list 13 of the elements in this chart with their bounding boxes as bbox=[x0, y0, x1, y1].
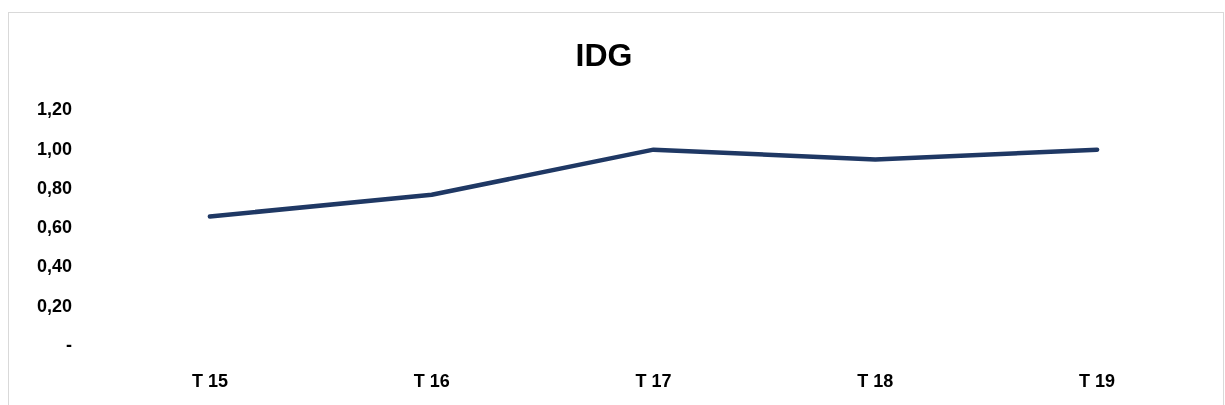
y-tick-label: 1,20 bbox=[36, 99, 72, 120]
y-tick-label: 0,80 bbox=[36, 177, 72, 198]
y-tick-label: 0,20 bbox=[36, 295, 72, 316]
y-tick-label: - bbox=[66, 334, 72, 355]
x-tick-label: T 16 bbox=[413, 370, 450, 391]
y-tick-label: 0,60 bbox=[36, 217, 72, 238]
x-tick-label: T 18 bbox=[857, 370, 894, 391]
chart-title: IDG bbox=[575, 37, 633, 74]
y-tick-label: 1,00 bbox=[36, 138, 72, 159]
x-tick-label: T 15 bbox=[191, 370, 228, 391]
x-tick-label: T 19 bbox=[1079, 370, 1116, 391]
x-tick-label: T 17 bbox=[635, 370, 672, 391]
y-tick-label: 0,40 bbox=[36, 256, 72, 277]
